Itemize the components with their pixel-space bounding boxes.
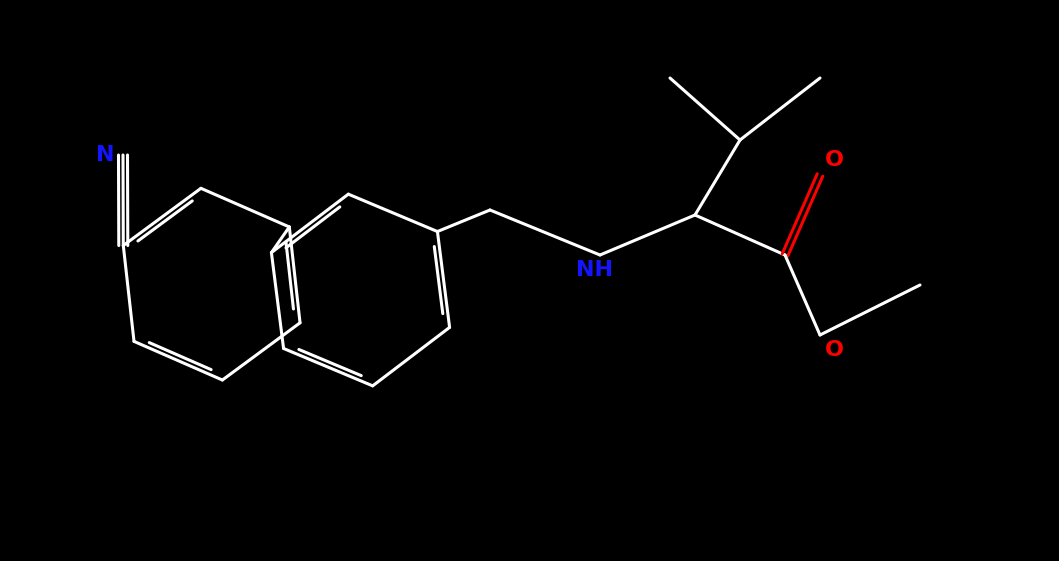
Text: N: N bbox=[96, 145, 115, 165]
Text: O: O bbox=[825, 150, 844, 170]
Text: NH: NH bbox=[576, 260, 613, 280]
Text: O: O bbox=[825, 340, 844, 360]
